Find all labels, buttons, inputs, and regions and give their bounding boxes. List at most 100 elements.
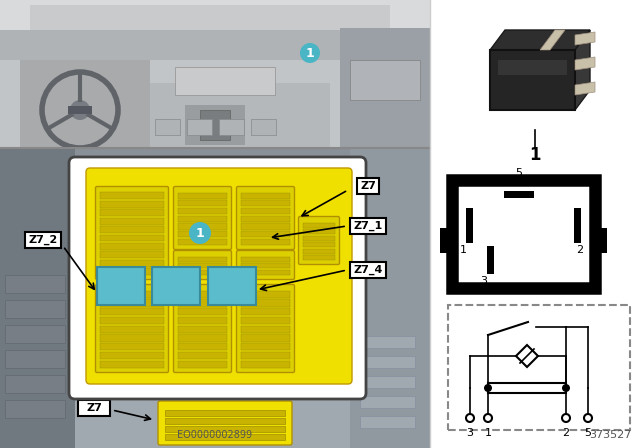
Circle shape: [189, 222, 211, 244]
FancyBboxPatch shape: [95, 186, 168, 280]
Bar: [251, 119, 276, 135]
Text: 1: 1: [306, 47, 314, 60]
FancyBboxPatch shape: [173, 250, 232, 280]
Bar: [100, 352, 164, 359]
Bar: [208, 267, 256, 305]
Bar: [100, 260, 164, 267]
Bar: [78, 400, 110, 416]
Bar: [5, 275, 65, 293]
Text: 3: 3: [481, 276, 488, 286]
Bar: [178, 343, 227, 350]
Bar: [100, 299, 164, 306]
Bar: [178, 317, 227, 324]
Text: Z7: Z7: [86, 403, 102, 413]
Bar: [241, 200, 290, 207]
Bar: [5, 375, 65, 393]
Bar: [178, 263, 227, 268]
Bar: [30, 5, 390, 30]
Bar: [241, 239, 290, 245]
Bar: [100, 226, 164, 233]
Bar: [165, 410, 285, 416]
Bar: [452, 180, 595, 288]
Bar: [187, 119, 212, 135]
Bar: [178, 299, 227, 306]
Polygon shape: [540, 30, 565, 50]
Bar: [504, 191, 534, 198]
Bar: [178, 200, 227, 207]
FancyBboxPatch shape: [86, 168, 352, 384]
Bar: [178, 257, 227, 262]
Bar: [178, 334, 227, 342]
Bar: [350, 60, 420, 100]
Bar: [241, 208, 290, 214]
Text: EO0000002899: EO0000002899: [177, 430, 253, 440]
Bar: [20, 60, 150, 148]
Bar: [360, 396, 415, 408]
Text: 3: 3: [467, 428, 474, 438]
Bar: [5, 400, 65, 418]
Bar: [350, 262, 386, 278]
Bar: [5, 300, 65, 318]
Text: Z7: Z7: [360, 181, 376, 191]
Bar: [303, 255, 335, 260]
Bar: [68, 106, 92, 114]
Bar: [241, 263, 290, 268]
Bar: [303, 236, 335, 241]
Bar: [241, 270, 290, 275]
Bar: [0, 0, 430, 148]
Bar: [100, 234, 164, 241]
Bar: [448, 305, 630, 430]
Bar: [5, 325, 65, 343]
Bar: [340, 28, 430, 148]
Text: 5: 5: [515, 168, 522, 178]
Bar: [303, 229, 335, 234]
Bar: [241, 231, 290, 237]
Bar: [350, 218, 386, 234]
Text: 5: 5: [584, 428, 591, 438]
Bar: [155, 119, 180, 135]
Polygon shape: [575, 32, 595, 45]
Bar: [487, 246, 494, 274]
Bar: [574, 208, 581, 243]
Bar: [97, 267, 145, 305]
Bar: [178, 290, 227, 298]
Bar: [241, 290, 290, 298]
Bar: [241, 224, 290, 229]
Bar: [241, 257, 290, 262]
Bar: [0, 148, 430, 448]
Bar: [360, 416, 415, 428]
Text: Z7_2: Z7_2: [28, 235, 58, 245]
Bar: [241, 193, 290, 199]
Bar: [150, 83, 330, 148]
Bar: [498, 60, 567, 75]
FancyBboxPatch shape: [158, 401, 292, 445]
Bar: [178, 193, 227, 199]
FancyBboxPatch shape: [173, 284, 232, 372]
FancyBboxPatch shape: [237, 186, 294, 250]
Bar: [165, 418, 285, 424]
Bar: [0, 0, 430, 30]
Bar: [25, 232, 61, 248]
Bar: [178, 361, 227, 368]
Polygon shape: [575, 30, 590, 110]
Text: 373527: 373527: [589, 430, 632, 440]
Bar: [100, 361, 164, 368]
Text: 1: 1: [529, 146, 541, 164]
Text: Z7_4: Z7_4: [353, 265, 383, 275]
Bar: [100, 251, 164, 258]
Text: 2: 2: [577, 245, 584, 255]
Polygon shape: [490, 30, 590, 50]
Bar: [178, 231, 227, 237]
FancyBboxPatch shape: [298, 216, 339, 264]
Bar: [440, 228, 452, 253]
Bar: [303, 242, 335, 247]
Bar: [357, 178, 379, 194]
Bar: [490, 50, 575, 110]
FancyBboxPatch shape: [95, 284, 168, 372]
Bar: [303, 249, 335, 254]
Bar: [0, 148, 75, 448]
Text: 1: 1: [460, 245, 467, 255]
Bar: [303, 223, 335, 228]
FancyBboxPatch shape: [237, 284, 294, 372]
Bar: [100, 343, 164, 350]
